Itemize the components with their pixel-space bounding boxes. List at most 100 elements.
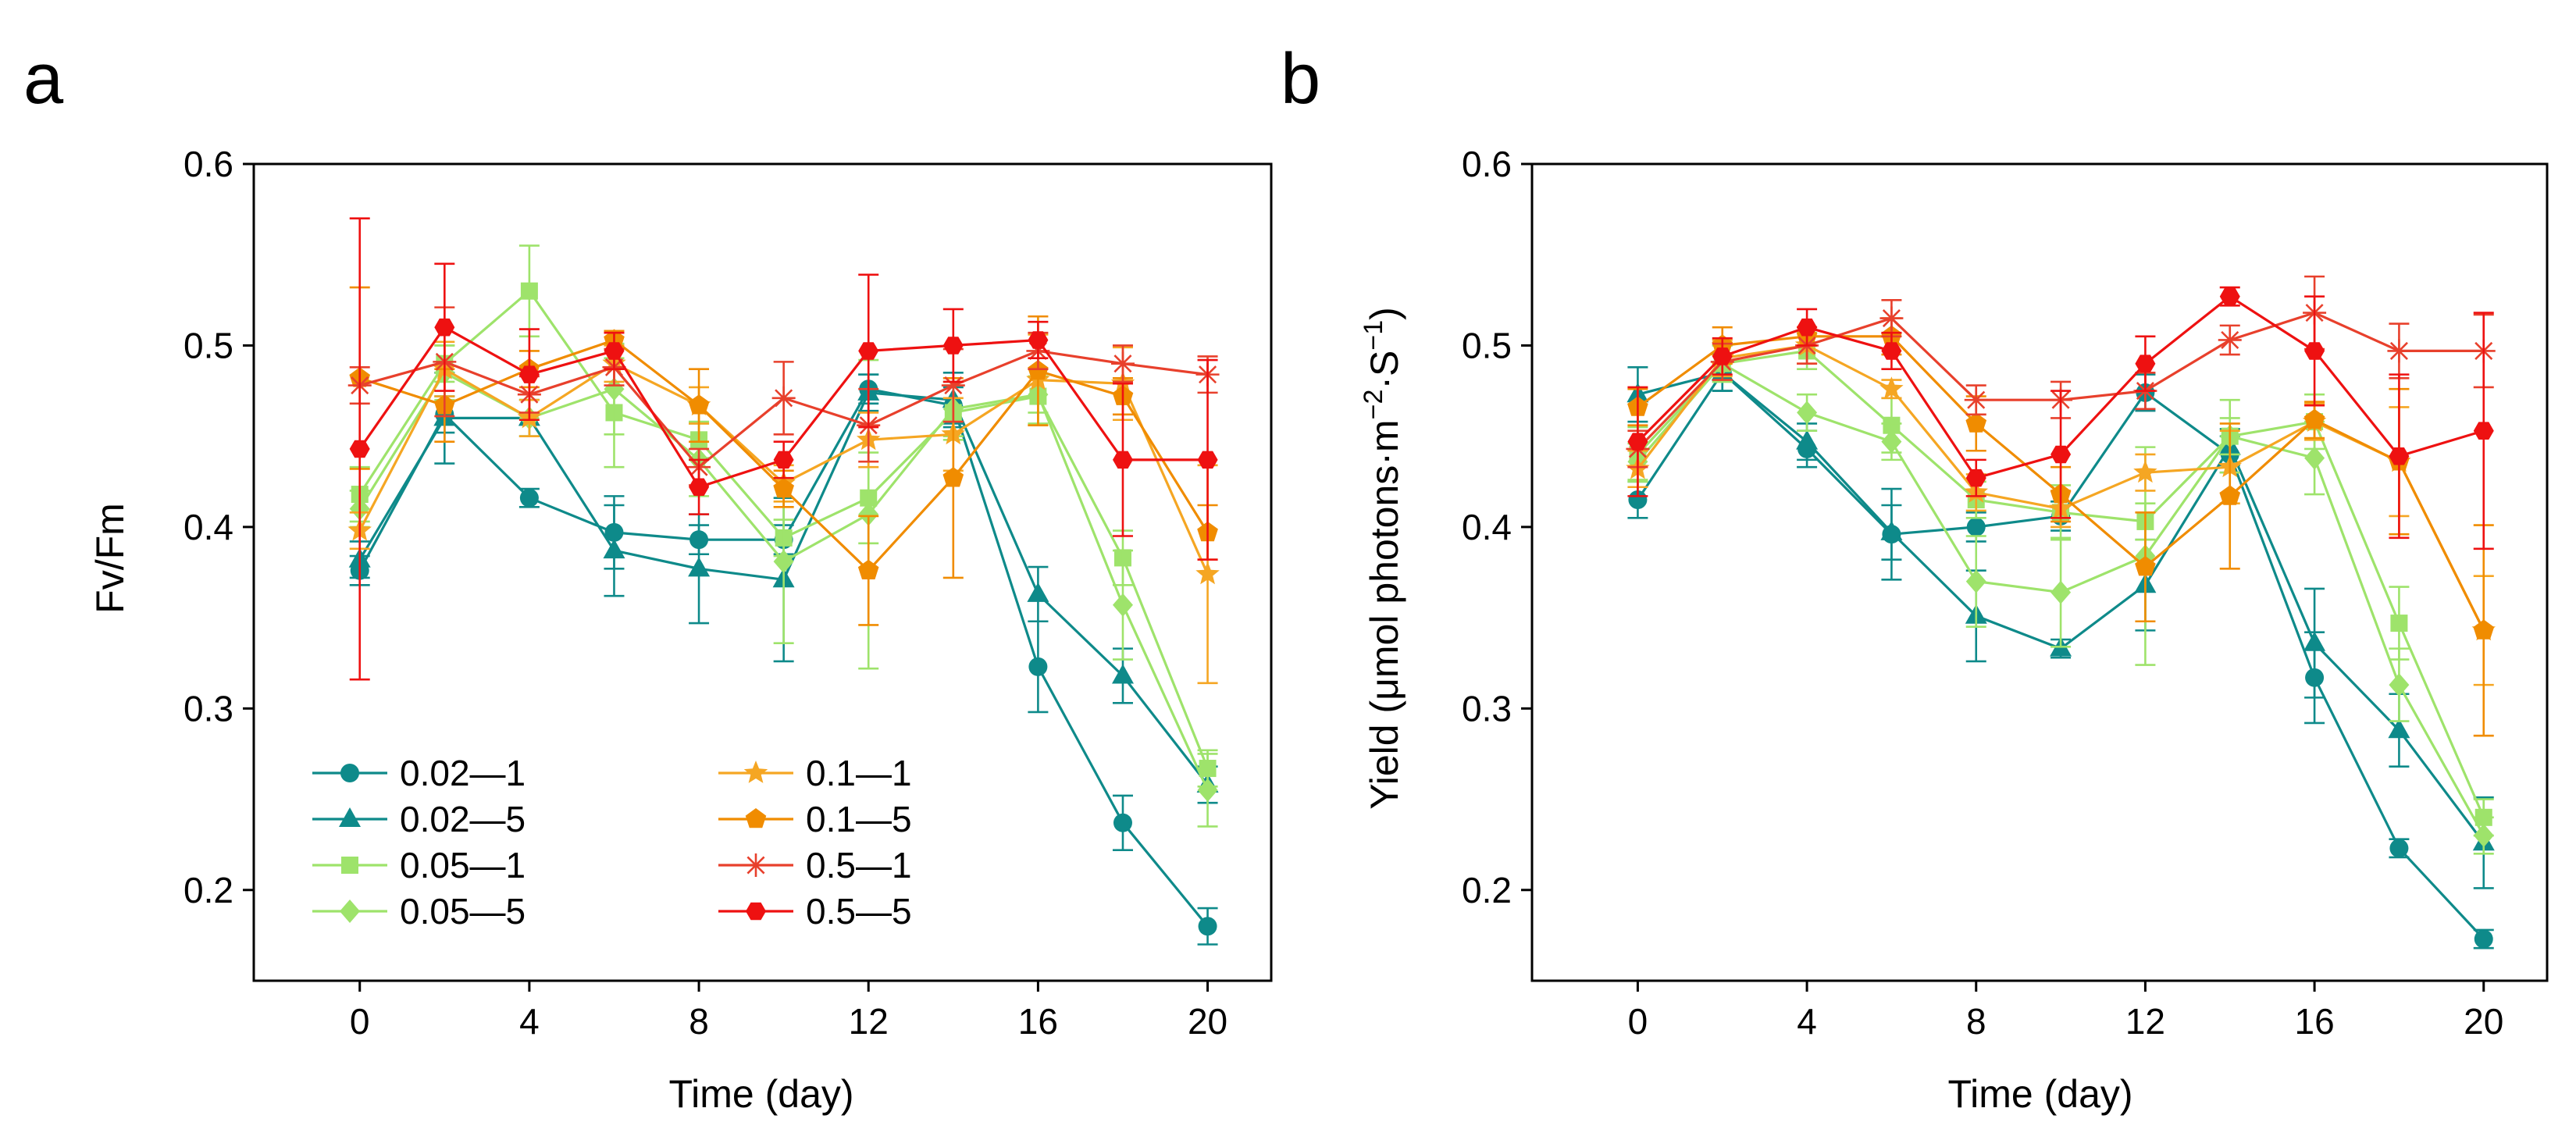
series-0.5—5 <box>349 217 1218 681</box>
x-tick-label: 4 <box>519 1001 540 1042</box>
data-point <box>1195 561 1220 585</box>
data-point <box>942 467 964 487</box>
data-point <box>2304 342 2325 360</box>
data-point <box>689 478 710 496</box>
data-point <box>1966 517 1986 536</box>
legend-label: 0.1—5 <box>806 799 912 839</box>
data-point <box>773 451 794 469</box>
legend-marker <box>744 853 768 877</box>
data-point <box>688 394 710 415</box>
panel-b: b Time (day) Yield (μmol photons·m−2·S−1… <box>1281 39 2133 1116</box>
data-point <box>1028 657 1048 676</box>
panel-a-letter: a <box>23 39 64 119</box>
data-point <box>1881 342 1902 360</box>
panel-a-plot: 0.2 0.3 0.4 0.5 0.6 0 4 8 12 16 20 0.02—1 0.02—5 0.05… <box>183 144 1273 1042</box>
legend-label: 0.05—1 <box>400 845 526 885</box>
y-tick-label: 0.5 <box>183 325 233 365</box>
data-point <box>2473 422 2494 440</box>
data-point <box>773 478 794 498</box>
legend: 0.02—1 0.02—5 0.05—1 0.05—5 0.1—1 0.1—5 0.5—1 0… <box>312 753 912 932</box>
data-point <box>520 282 538 300</box>
data-point <box>2050 445 2072 464</box>
data-point <box>2387 339 2411 363</box>
panel-a-y-axis-title: Fv/Fm <box>88 503 132 614</box>
data-point <box>2303 408 2325 429</box>
data-point <box>2473 824 2494 847</box>
data-point <box>2219 485 2241 505</box>
legend-item: 0.5—5 <box>718 891 912 932</box>
data-point <box>1712 347 1733 365</box>
data-point <box>1796 429 1819 450</box>
y-tick-label: 0.3 <box>183 688 233 729</box>
legend-item: 0.05—1 <box>312 845 526 885</box>
legend-item: 0.02—1 <box>312 753 526 793</box>
x-tick-label: 12 <box>849 1001 889 1042</box>
panel-b-x-axis-title: Time (day) <box>1947 1072 2132 1116</box>
legend-marker <box>339 807 361 827</box>
y-tick-label: 0.6 <box>1462 144 1512 184</box>
data-point <box>1965 412 1987 433</box>
data-point <box>858 502 879 526</box>
data-point <box>1965 469 1986 487</box>
legend-label: 0.02—1 <box>400 753 526 793</box>
data-point <box>1797 401 1818 425</box>
y-tick-label: 0.4 <box>1462 507 1512 547</box>
panel-a-axes-frame <box>252 162 1273 982</box>
data-point <box>2389 673 2410 697</box>
data-point <box>349 440 370 458</box>
data-point <box>2388 718 2410 739</box>
data-point <box>2389 839 2409 858</box>
data-point <box>603 539 625 559</box>
data-point <box>1110 351 1135 376</box>
legend-label: 0.5—1 <box>806 845 912 885</box>
x-tick-label: 8 <box>1966 1001 1986 1042</box>
x-tick-label: 0 <box>350 1001 370 1042</box>
x-tick-label: 8 <box>689 1001 709 1042</box>
legend-label: 0.5—5 <box>806 891 912 932</box>
data-point <box>2133 460 2157 483</box>
panel-b-y-title-sup-2: −1 <box>1359 320 1388 351</box>
x-tick-label: 20 <box>2464 1001 2503 1042</box>
y-tick-label: 0.2 <box>1462 870 1512 910</box>
legend-marker <box>340 900 360 923</box>
x-tick-label: 12 <box>2125 1001 2165 1042</box>
panel-b-letter: b <box>1281 39 1320 119</box>
y-tick-label: 0.2 <box>183 870 233 910</box>
data-point <box>518 365 540 383</box>
data-point <box>2474 929 2493 949</box>
legend-label: 0.1—1 <box>806 753 912 793</box>
data-point <box>1881 429 1902 454</box>
data-point <box>2390 615 2408 632</box>
data-point <box>2135 355 2156 372</box>
panel-b-y-axis-title: Yield (μmol photons·m−2·S−1) <box>1359 307 1406 810</box>
y-tick-label: 0.4 <box>183 507 233 547</box>
legend-marker <box>746 902 766 921</box>
panel-b-y-title-part-3: ) <box>1363 307 1406 320</box>
legend-label: 0.05—5 <box>400 891 526 932</box>
y-tick-label: 0.5 <box>1462 325 1512 365</box>
data-point <box>2303 631 2326 651</box>
data-point <box>688 557 711 577</box>
x-tick-label: 16 <box>2294 1001 2334 1042</box>
data-point <box>857 559 879 579</box>
legend-label: 0.02—5 <box>400 799 526 839</box>
data-point <box>1965 569 1986 593</box>
legend-marker <box>340 764 359 782</box>
data-point <box>1197 778 1218 802</box>
data-point <box>2304 446 2325 470</box>
legend-marker <box>745 808 767 828</box>
legend-item: 0.5—1 <box>718 845 912 885</box>
panel-a-x-axis-title: Time (day) <box>668 1072 853 1116</box>
x-tick-label: 16 <box>1018 1001 1058 1042</box>
panel-b-y-title-part-1: Yield (μmol photons·m <box>1363 419 1406 809</box>
data-point <box>1113 593 1133 617</box>
data-point <box>773 550 794 574</box>
panel-b-axes-frame <box>1530 162 2549 982</box>
data-point <box>1964 388 1988 412</box>
legend-item: 0.1—1 <box>718 753 912 793</box>
data-point <box>519 488 539 508</box>
data-point <box>941 373 965 397</box>
data-point <box>1028 331 1049 349</box>
data-point <box>1112 664 1134 684</box>
